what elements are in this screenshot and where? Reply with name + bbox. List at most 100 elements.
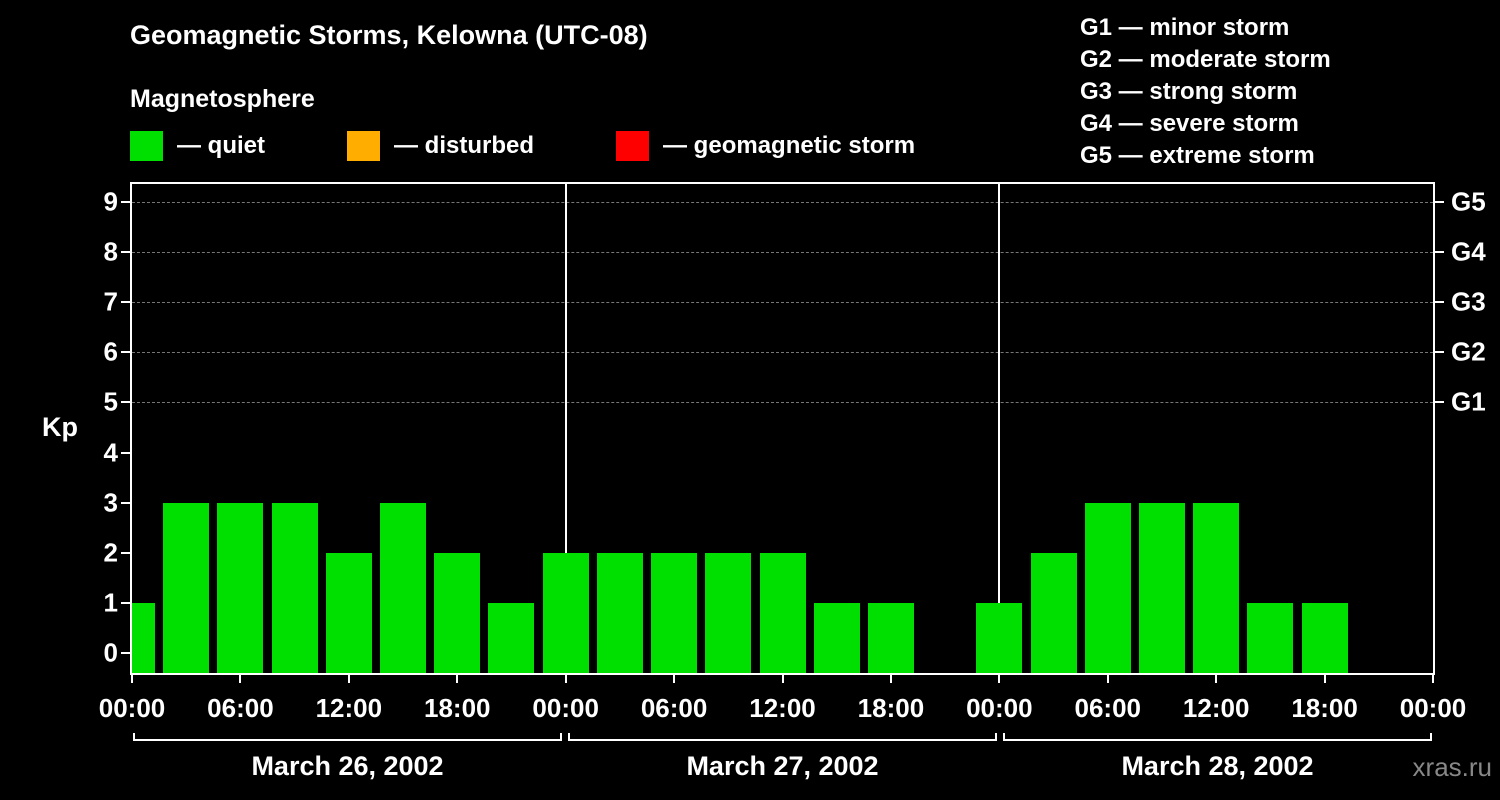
day-section: March 27, 2002	[565, 733, 1000, 797]
x-tick-mark	[564, 675, 567, 683]
kp-bar	[325, 552, 372, 673]
kp-bar	[217, 502, 264, 673]
y-tick-label: 8	[103, 236, 118, 267]
kp-bar	[1138, 502, 1185, 673]
kp-bar	[759, 552, 806, 673]
kp-bar	[651, 552, 698, 673]
x-tick-mark	[347, 675, 350, 683]
kp-bar	[1084, 502, 1131, 673]
kp-bar	[596, 552, 643, 673]
x-tick-label: 00:00	[98, 693, 166, 723]
x-tick-label: 00:00	[1399, 693, 1467, 723]
x-tick-mark	[131, 675, 133, 683]
g-tick-mark	[1435, 251, 1444, 254]
g-axis-label: G3	[1451, 286, 1486, 317]
gridline	[132, 302, 1433, 304]
y-tick-mark	[121, 501, 130, 504]
x-tick-label: 06:00	[207, 693, 274, 723]
legend-label: — disturbed	[394, 132, 535, 159]
g-tick-mark	[1435, 401, 1444, 404]
x-tick-label: 18:00	[1291, 693, 1358, 723]
kp-bar	[271, 502, 318, 673]
kp-bar	[976, 602, 1023, 673]
y-tick-mark	[121, 401, 130, 404]
kp-bar	[1247, 602, 1294, 673]
day-bracket	[568, 733, 997, 741]
y-tick-mark	[121, 451, 130, 454]
legend-swatch	[347, 131, 380, 161]
day-label: March 26, 2002	[251, 751, 444, 781]
legend-item: — quiet	[130, 131, 265, 161]
y-tick-mark	[121, 251, 130, 254]
g-scale-legend: G1 — minor storm G2 — moderate storm G3 — …	[1080, 12, 1331, 172]
y-tick-mark	[121, 201, 130, 203]
chart-title: Geomagnetic Storms, Kelowna (UTC-08)	[130, 20, 648, 50]
g-axis-label: G1	[1451, 386, 1486, 417]
kp-bar	[132, 602, 155, 673]
day-section: March 28, 2002	[1000, 733, 1435, 797]
x-tick-mark	[1432, 675, 1434, 683]
x-tick-mark	[889, 675, 892, 683]
day-divider-line	[998, 184, 1001, 673]
kp-bar	[1193, 502, 1240, 673]
x-tick-label: 18:00	[424, 693, 491, 723]
g-tick-mark	[1435, 351, 1444, 354]
gridline	[132, 402, 1433, 404]
kp-bar	[813, 602, 860, 673]
day-section: March 26, 2002	[130, 733, 565, 797]
g-scale-item: G2 — moderate storm	[1080, 46, 1331, 73]
x-tick-mark	[781, 675, 784, 683]
legend-swatch	[616, 131, 650, 161]
plot-area	[130, 182, 1435, 675]
y-tick-label: 2	[103, 537, 118, 568]
gridline	[132, 252, 1433, 254]
x-tick-mark	[1106, 675, 1109, 683]
kp-bar	[705, 552, 752, 673]
x-tick-mark	[456, 675, 459, 683]
kp-bar	[434, 552, 481, 673]
x-tick-label: 12:00	[749, 693, 816, 723]
x-tick-label: 00:00	[532, 693, 599, 723]
y-tick-label: 0	[103, 637, 118, 668]
kp-color-legend: — quiet — disturbed — geomagnetic storm	[130, 131, 997, 161]
day-bracket	[1003, 733, 1432, 741]
kp-bar	[1030, 552, 1077, 673]
legend-label: — quiet	[177, 132, 265, 159]
kp-bar	[542, 552, 589, 673]
g-scale-item: G5 — extreme storm	[1080, 142, 1315, 169]
y-tick-label: 3	[103, 487, 118, 518]
legend-label: — geomagnetic storm	[663, 132, 916, 159]
legend-item: — disturbed	[347, 131, 534, 161]
kp-bar	[1301, 602, 1348, 673]
g-scale-item: G4 — severe storm	[1080, 110, 1299, 137]
x-tick-mark	[239, 675, 242, 683]
legend-item: — geomagnetic storm	[616, 131, 915, 161]
y-tick-label: 4	[103, 437, 118, 468]
g-tick-mark	[1435, 201, 1444, 203]
g-scale-item: G1 — minor storm	[1080, 14, 1290, 41]
kp-bar	[488, 602, 535, 673]
g-axis-label: G4	[1451, 236, 1486, 267]
y-tick-mark	[121, 601, 130, 604]
y-axis-title: Kp	[42, 412, 78, 442]
y-tick-mark	[121, 652, 130, 654]
x-tick-label: 12:00	[315, 693, 383, 723]
kp-bar	[380, 502, 427, 673]
y-tick-label: 1	[103, 587, 118, 618]
day-bracket	[133, 733, 562, 741]
kp-bar	[867, 602, 914, 673]
y-tick-mark	[121, 351, 130, 354]
x-tick-label: 12:00	[1182, 693, 1250, 723]
x-tick-label: 06:00	[1074, 693, 1142, 723]
g-axis-label: G2	[1451, 336, 1486, 367]
x-tick-mark	[673, 675, 676, 683]
y-tick-label: 7	[103, 286, 118, 317]
x-tick-mark	[1323, 675, 1326, 683]
gridline	[132, 202, 1433, 203]
g-tick-mark	[1435, 301, 1444, 304]
day-label: March 28, 2002	[1121, 751, 1314, 781]
chart-subtitle: Magnetosphere	[130, 85, 315, 113]
day-label: March 27, 2002	[686, 751, 879, 781]
legend-swatch	[130, 131, 163, 161]
